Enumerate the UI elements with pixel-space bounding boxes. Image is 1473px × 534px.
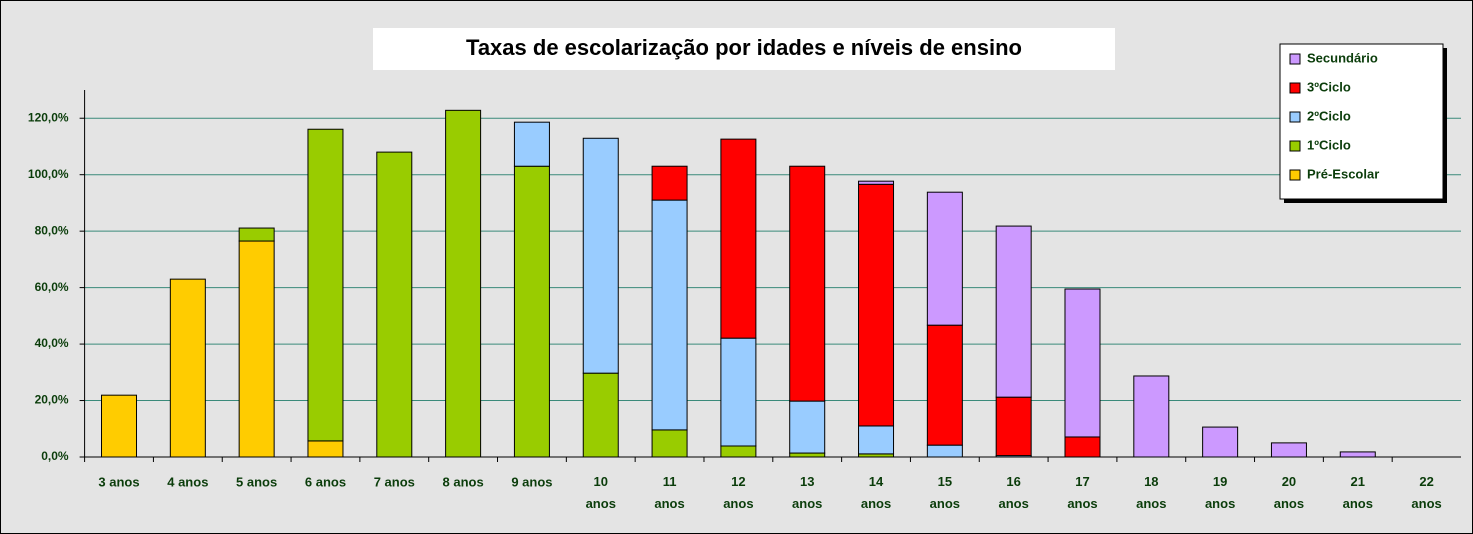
y-tick-label: 100,0% — [28, 167, 69, 181]
bar-segment — [101, 394, 138, 458]
bar-segment — [651, 165, 688, 201]
x-tick-label: 22 anos — [1411, 474, 1441, 511]
legend-swatch — [1289, 140, 1301, 152]
x-tick-label: 4 anos — [167, 474, 208, 489]
bar-segment — [582, 372, 619, 458]
bar-segment — [1133, 375, 1170, 458]
bar-segment — [995, 396, 1032, 457]
x-tick-label: 11 anos — [654, 474, 684, 511]
x-tick-label: 17 anos — [1067, 474, 1097, 511]
legend-swatch — [1289, 111, 1301, 123]
legend-label: Secundário — [1307, 50, 1378, 65]
legend-box — [1279, 43, 1444, 200]
bar-segment — [858, 183, 895, 427]
y-tick-label: 40,0% — [35, 336, 69, 350]
bar-segment — [858, 180, 895, 185]
y-tick-label: 120,0% — [28, 110, 69, 124]
x-tick-label: 7 anos — [374, 474, 415, 489]
bar-segment — [720, 445, 757, 458]
bar-segment — [995, 225, 1032, 398]
bar-segment — [926, 191, 963, 326]
bar-segment — [926, 324, 963, 446]
bar-segment — [1202, 426, 1239, 458]
legend-swatch — [1289, 53, 1301, 65]
y-tick-label: 60,0% — [35, 280, 69, 294]
x-tick-label: 12 anos — [723, 474, 753, 511]
bar-segment — [789, 400, 826, 454]
x-tick-label: 15 anos — [930, 474, 960, 511]
x-tick-label: 6 anos — [305, 474, 346, 489]
x-tick-label: 13 anos — [792, 474, 822, 511]
bar-segment — [789, 165, 826, 402]
x-tick-label: 9 anos — [511, 474, 552, 489]
legend-label: 1ºCiclo — [1307, 137, 1351, 152]
x-tick-label: 10 anos — [586, 474, 616, 511]
bar-segment — [307, 440, 344, 458]
bar-segment — [651, 199, 688, 431]
bar-segment — [651, 429, 688, 458]
x-tick-label: 8 anos — [443, 474, 484, 489]
x-tick-label: 19 anos — [1205, 474, 1235, 511]
bar-segment — [238, 240, 275, 458]
bar-segment — [307, 128, 344, 442]
chart-title: Taxas de escolarização por idades e níve… — [466, 35, 1022, 60]
bar-segment — [376, 151, 413, 458]
legend-label: 2ºCiclo — [1307, 108, 1351, 123]
bar-segment — [1064, 436, 1101, 458]
bar-segment — [169, 278, 206, 458]
legend-swatch — [1289, 82, 1301, 94]
y-tick-label: 20,0% — [35, 393, 69, 407]
legend-label: Pré-Escolar — [1307, 166, 1379, 181]
bar-segment — [1270, 442, 1307, 458]
y-tick-label: 80,0% — [35, 223, 69, 237]
bar-segment — [720, 337, 757, 447]
bar-segment — [858, 425, 895, 455]
bar-segment — [926, 444, 963, 458]
x-tick-label: 18 anos — [1136, 474, 1166, 511]
y-tick-label: 0,0% — [41, 449, 69, 463]
x-tick-label: 5 anos — [236, 474, 277, 489]
x-tick-label: 21 anos — [1343, 474, 1373, 511]
bar-segment — [513, 121, 550, 167]
bar-segment — [238, 227, 275, 242]
bar-segment — [445, 109, 482, 458]
legend-label: 3ºCiclo — [1307, 79, 1351, 94]
legend-swatch — [1289, 169, 1301, 181]
x-tick-label: 14 anos — [861, 474, 891, 511]
bar-segment — [1064, 288, 1101, 438]
bar-segment — [720, 138, 757, 339]
x-tick-label: 20 anos — [1274, 474, 1304, 511]
bar-segment — [582, 137, 619, 374]
x-tick-label: 3 anos — [98, 474, 139, 489]
bar-segment — [1339, 451, 1376, 458]
title-box — [373, 28, 1115, 70]
x-tick-label: 16 anos — [998, 474, 1028, 511]
bar-segment — [789, 452, 826, 458]
bar-segment — [513, 165, 550, 458]
